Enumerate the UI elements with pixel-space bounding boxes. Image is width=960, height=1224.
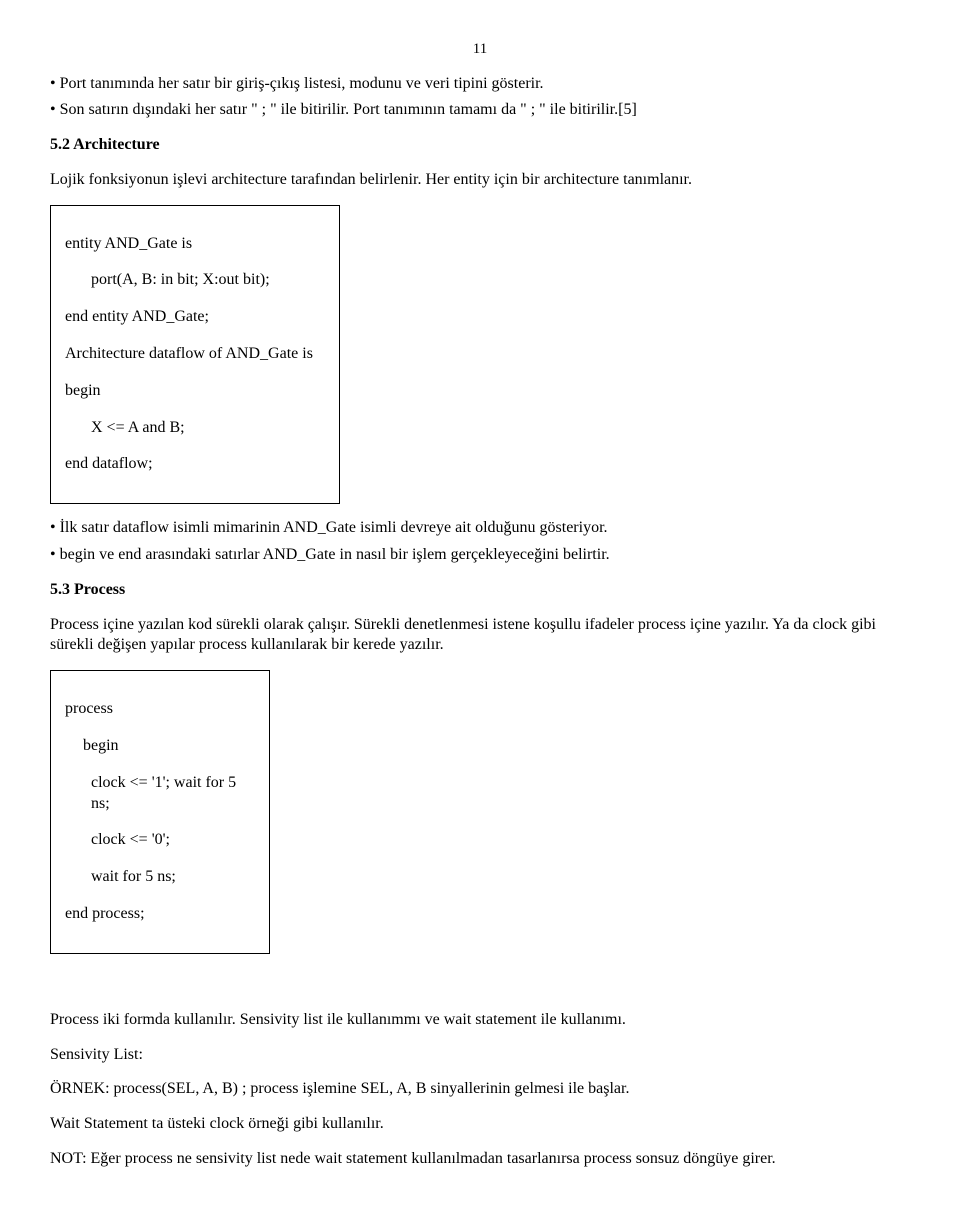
code-line: port(A, B: in bit; X:out bit); bbox=[91, 270, 325, 291]
bullet-item: • İlk satır dataflow isimli mimarinin AN… bbox=[50, 518, 910, 539]
code-box-process: process begin clock <= '1'; wait for 5 n… bbox=[50, 670, 270, 954]
paragraph: ÖRNEK: process(SEL, A, B) ; process işle… bbox=[50, 1079, 910, 1100]
code-line: end dataflow; bbox=[65, 454, 325, 475]
code-line: end process; bbox=[65, 904, 255, 925]
paragraph: Process iki formda kullanılır. Sensivity… bbox=[50, 1010, 910, 1031]
section-heading-process: 5.3 Process bbox=[50, 580, 910, 601]
code-line: begin bbox=[83, 736, 255, 757]
paragraph: NOT: Eğer process ne sensivity list nede… bbox=[50, 1149, 910, 1170]
code-line: process bbox=[65, 699, 255, 720]
code-line: end entity AND_Gate; bbox=[65, 307, 325, 328]
code-line: begin bbox=[65, 381, 325, 402]
code-line: clock <= '1'; wait for 5 ns; bbox=[91, 773, 255, 815]
bullet-item: • begin ve end arasındaki satırlar AND_G… bbox=[50, 545, 910, 566]
code-line: X <= A and B; bbox=[91, 418, 325, 439]
code-line: Architecture dataflow of AND_Gate is bbox=[65, 344, 325, 365]
code-line: entity AND_Gate is bbox=[65, 234, 325, 255]
page-number: 11 bbox=[50, 40, 910, 60]
paragraph: Lojik fonksiyonun işlevi architecture ta… bbox=[50, 170, 910, 191]
bullet-item: • Port tanımında her satır bir giriş-çık… bbox=[50, 74, 910, 95]
paragraph: Sensivity List: bbox=[50, 1045, 910, 1066]
paragraph: Process içine yazılan kod sürekli olarak… bbox=[50, 615, 910, 657]
paragraph: Wait Statement ta üsteki clock örneği gi… bbox=[50, 1114, 910, 1135]
code-box-entity: entity AND_Gate is port(A, B: in bit; X:… bbox=[50, 205, 340, 505]
code-line: wait for 5 ns; bbox=[91, 867, 255, 888]
bullet-item: • Son satırın dışındaki her satır " ; " … bbox=[50, 100, 910, 121]
code-line: clock <= '0'; bbox=[91, 830, 255, 851]
section-heading-architecture: 5.2 Architecture bbox=[50, 135, 910, 156]
